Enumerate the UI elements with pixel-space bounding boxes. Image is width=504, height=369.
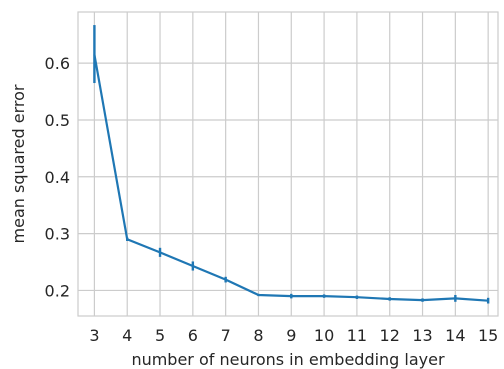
x-tick-labels: 3 4 5 6 7 8 9 10 11 12 13 14 15 [89, 326, 498, 345]
x-tick-label: 14 [445, 326, 465, 345]
x-tick-label: 10 [314, 326, 334, 345]
x-tick-label: 7 [221, 326, 231, 345]
plot-frame [77, 11, 499, 317]
y-tick-labels: 0.2 0.3 0.4 0.5 0.6 [45, 54, 70, 300]
y-tick-label: 0.4 [45, 168, 70, 187]
y-tick-label: 0.6 [45, 54, 70, 73]
x-tick-label: 4 [122, 326, 132, 345]
x-tick-label: 6 [188, 326, 198, 345]
y-axis-label: mean squared error [9, 84, 28, 243]
x-tick-label: 11 [347, 326, 367, 345]
series-line [93, 54, 489, 302]
x-tick-label: 12 [380, 326, 400, 345]
x-axis-label: number of neurons in embedding layer [131, 350, 445, 369]
x-tick-label: 9 [286, 326, 296, 345]
x-tick-label: 13 [412, 326, 432, 345]
grid-lines [78, 12, 498, 316]
y-tick-label: 0.2 [45, 281, 70, 300]
y-tick-label: 0.5 [45, 111, 70, 130]
x-tick-label: 3 [89, 326, 99, 345]
x-tick-label: 15 [478, 326, 498, 345]
x-tick-label: 8 [253, 326, 263, 345]
x-tick-label: 5 [155, 326, 165, 345]
y-tick-label: 0.3 [45, 225, 70, 244]
